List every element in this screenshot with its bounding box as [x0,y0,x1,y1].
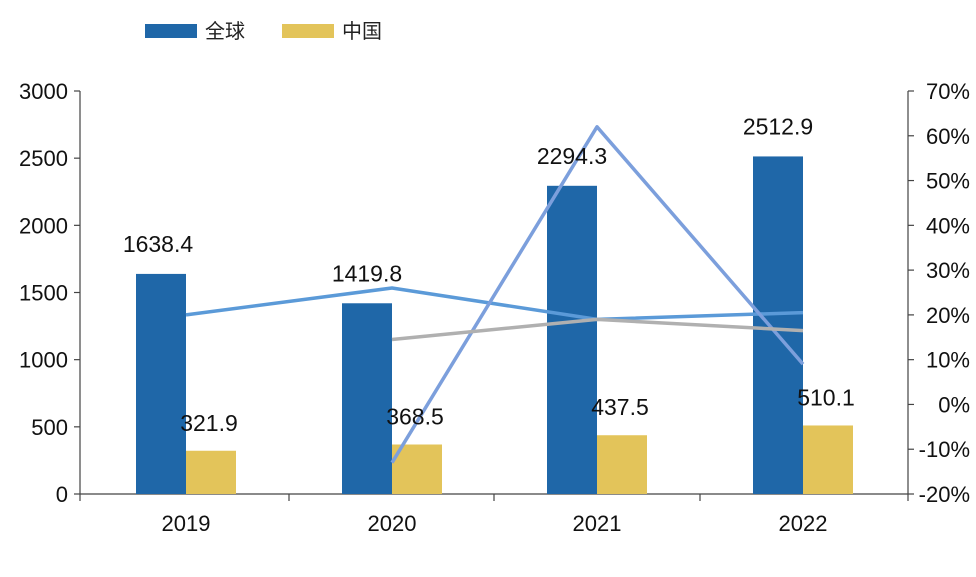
legend-label-global: 全球 [205,19,245,43]
y-tick-label: 0 [56,482,68,507]
y-tick-label: 2500 [19,146,68,171]
legend: 全球 中国 [145,19,382,43]
x-tick-label: 2020 [368,511,417,536]
growth-line-3 [391,317,804,342]
data-label-china: 510.1 [797,384,855,410]
y2-tick-label: 20% [926,303,970,328]
data-label-global: 1638.4 [123,231,194,257]
x-tick-label: 2019 [162,511,211,536]
y-tick-label: 2000 [19,213,68,238]
bar-china [186,450,236,494]
legend-swatch-global [145,24,197,38]
bar-china [597,435,647,494]
y2-tick-label: 0% [938,392,970,417]
y2-tick-label: 30% [926,258,970,283]
bar-china [803,425,853,494]
legend-swatch-china [282,24,334,38]
x-tick-label: 2022 [779,511,828,536]
bar-global [342,303,392,494]
data-label-china: 321.9 [180,410,238,436]
axes: 0 500 1000 1500 2000 2500 3000 -20% -10% 0% 10% 20%… [19,79,970,536]
bar-global [753,156,803,494]
y2-tick-label: 10% [926,348,970,373]
growth-line-2 [390,125,805,464]
legend-label-china: 中国 [342,19,382,43]
bar-china [392,444,442,494]
data-label-global: 1419.8 [332,260,402,286]
y2-tick-label: 40% [926,213,970,238]
data-label-global: 2512.9 [743,113,813,139]
data-labels: 1638.4 1419.8 2294.3 2512.9 321.9 368.5 437.5 5… [123,113,855,435]
x-tick-label: 2021 [573,511,622,536]
bar-global [547,185,597,495]
bar-global [136,273,186,494]
y-tick-label: 1000 [19,348,68,373]
lines [185,125,805,464]
y-tick-label: 1500 [19,281,68,306]
data-label-global: 2294.3 [537,143,607,169]
y2-tick-label: -10% [919,437,970,462]
y2-tick-label: 60% [926,124,970,149]
data-label-china: 437.5 [591,394,649,420]
growth-line-1 [185,286,804,322]
y2-tick-label: 50% [926,169,970,194]
data-label-china: 368.5 [386,403,444,429]
bars [136,156,853,495]
y-tick-label: 500 [31,415,68,440]
y-tick-label: 3000 [19,79,68,104]
y2-tick-label: 70% [926,79,970,104]
y2-tick-label: -20% [919,482,970,507]
